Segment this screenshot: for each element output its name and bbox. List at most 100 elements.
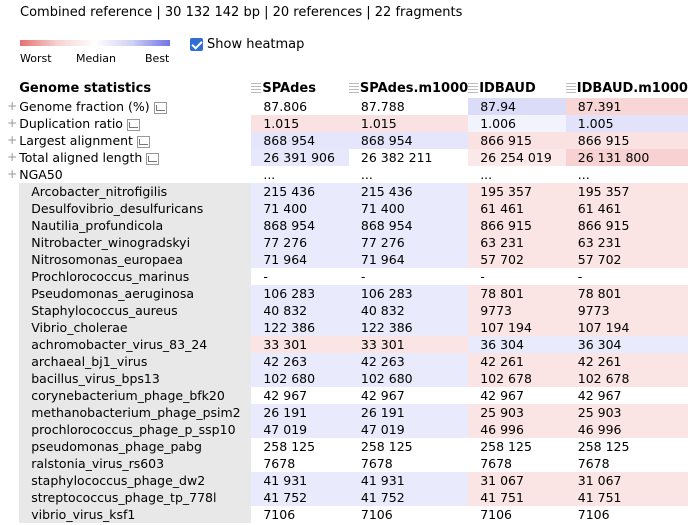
reference-row: Pseudomonas_aeruginosa 106 283 106 283 78 8…: [5, 285, 688, 302]
reference-name: methanobacterium_phage_psim2: [19, 404, 252, 421]
value-cell: 258 125: [468, 438, 566, 455]
value-cell: ...: [360, 167, 373, 182]
value-cell: 868 954: [348, 132, 469, 149]
value-cell: 63 231: [468, 234, 566, 251]
indent-cell: [5, 251, 19, 268]
indent-cell: [5, 489, 19, 506]
reference-row: streptococcus_phage_tp_778l 41 752 41 752 4…: [5, 489, 688, 506]
value-cell: 7106: [468, 506, 566, 523]
value-cell: 42 967: [468, 387, 566, 404]
plot-chart-icon[interactable]: [126, 118, 140, 131]
indent-cell: [5, 438, 19, 455]
value-cell: 41 931: [348, 472, 469, 489]
value-cell: 1.006: [468, 115, 566, 132]
value-cell: 258 125: [565, 438, 688, 455]
value-cell: 57 702: [565, 251, 688, 268]
value-cell: 102 678: [565, 370, 688, 387]
reference-name: achromobacter_virus_83_24: [19, 336, 252, 353]
indent-cell: [5, 200, 19, 217]
value-cell: 866 915: [565, 132, 688, 149]
value-cell: 195 357: [468, 183, 566, 200]
value-cell: -: [348, 268, 469, 285]
plot-chart-icon[interactable]: [153, 101, 167, 114]
value-cell: 868 954: [348, 217, 469, 234]
plot-chart-icon[interactable]: [136, 135, 150, 148]
value-cell: 61 461: [565, 200, 688, 217]
metric-row: + Duplication ratio 1.015 1.015 1.006 1.005: [5, 115, 688, 132]
value-cell: 78 801: [565, 285, 688, 302]
reference-name: streptococcus_phage_tp_778l: [19, 489, 252, 506]
value-cell: 47 019: [348, 421, 469, 438]
value-cell: 107 194: [565, 319, 688, 336]
value-cell: 102 680: [348, 370, 469, 387]
drag-handle-icon[interactable]: [468, 83, 479, 94]
value-cell: 26 382 211: [348, 149, 469, 166]
reference-row: Nautilia_profundicola 868 954 868 954 866 9…: [5, 217, 688, 234]
reference-name: Desulfovibrio_desulfuricans: [19, 200, 252, 217]
column-header[interactable]: IDBAUD: [468, 79, 566, 98]
value-cell: 71 964: [348, 251, 469, 268]
reference-row: vibrio_virus_ksf1 7106 7106 7106 7106: [5, 506, 688, 523]
expand-toggle[interactable]: +: [7, 133, 18, 147]
value-cell: 868 954: [251, 217, 349, 234]
value-cell: 868 954: [251, 132, 349, 149]
value-cell: 42 967: [565, 387, 688, 404]
plot-chart-icon[interactable]: [146, 152, 160, 165]
value-cell: 26 131 800: [565, 149, 688, 166]
value-cell: 866 915: [565, 217, 688, 234]
reference-row: staphylococcus_phage_dw2 41 931 41 931 31 0…: [5, 472, 688, 489]
reference-name: prochlorococcus_phage_p_ssp10: [19, 421, 252, 438]
table-header-row: Genome statistics SPAdes SPAdes.m1000 ID…: [5, 79, 688, 98]
value-cell: 61 461: [468, 200, 566, 217]
value-cell: 41 752: [251, 489, 349, 506]
column-header[interactable]: IDBAUD.m1000: [565, 79, 688, 98]
metric-row: + NGA50............: [5, 166, 688, 183]
value-cell: 40 832: [348, 302, 469, 319]
value-cell: 42 261: [468, 353, 566, 370]
expand-toggle[interactable]: +: [7, 116, 18, 130]
drag-handle-icon[interactable]: [348, 83, 359, 94]
reference-name: bacillus_virus_bps13: [19, 370, 252, 387]
value-cell: ...: [577, 167, 590, 182]
summary-line: Combined reference | 30 132 142 bp | 20 …: [20, 5, 463, 20]
value-cell: 42 263: [348, 353, 469, 370]
value-cell: 40 832: [251, 302, 349, 319]
value-cell: 102 678: [468, 370, 566, 387]
value-cell: 42 967: [251, 387, 349, 404]
value-cell: 63 231: [565, 234, 688, 251]
reference-row: bacillus_virus_bps13 102 680 102 680 102 67…: [5, 370, 688, 387]
indent-cell: [5, 370, 19, 387]
reference-row: prochlorococcus_phage_p_ssp10 47 019 47 01…: [5, 421, 688, 438]
value-cell: 25 903: [468, 404, 566, 421]
legend-median-label: Median: [76, 52, 117, 65]
indent-cell: [5, 404, 19, 421]
value-cell: 122 386: [251, 319, 349, 336]
column-header[interactable]: SPAdes.m1000: [348, 79, 468, 98]
expand-toggle[interactable]: +: [7, 150, 18, 164]
legend-gradient: [20, 40, 170, 46]
value-cell: -: [251, 268, 349, 285]
column-header[interactable]: SPAdes: [251, 79, 349, 98]
value-cell: 122 386: [348, 319, 469, 336]
expand-toggle[interactable]: +: [7, 167, 18, 181]
value-cell: 41 751: [468, 489, 566, 506]
drag-handle-icon[interactable]: [251, 83, 262, 94]
drag-handle-icon[interactable]: [565, 83, 576, 94]
value-cell: 41 931: [251, 472, 349, 489]
value-cell: -: [565, 268, 688, 285]
reference-name: corynebacterium_phage_bfk20: [19, 387, 252, 404]
reference-row: Arcobacter_nitrofigilis 215 436 215 436 195…: [5, 183, 688, 200]
value-cell: 7678: [251, 455, 349, 472]
value-cell: 26 254 019: [468, 149, 566, 166]
indent-cell: [5, 387, 19, 404]
value-cell: ...: [480, 167, 493, 182]
reference-row: Nitrosomonas_europaea 71 964 71 964 57 702 5…: [5, 251, 688, 268]
value-cell: 87.788: [348, 98, 469, 115]
indent-cell: [5, 234, 19, 251]
metric-name: Duplication ratio: [19, 115, 251, 132]
show-heatmap-checkbox[interactable]: [190, 38, 203, 51]
show-heatmap-toggle[interactable]: Show heatmap: [190, 37, 304, 52]
expand-toggle[interactable]: +: [7, 99, 18, 113]
reference-row: methanobacterium_phage_psim2 26 191 26 191…: [5, 404, 688, 421]
reference-name: Pseudomonas_aeruginosa: [19, 285, 252, 302]
